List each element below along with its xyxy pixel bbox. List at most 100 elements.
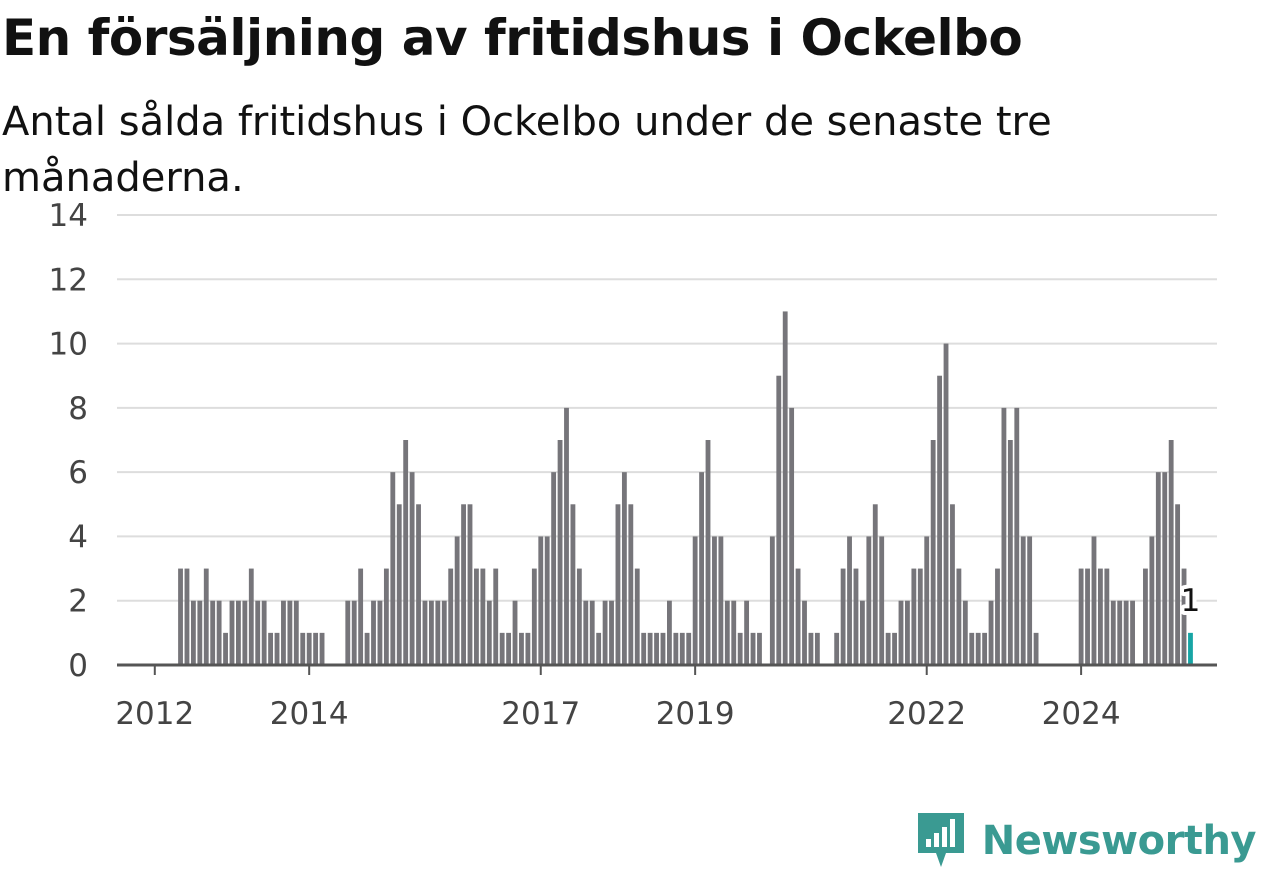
- bar: [242, 600, 248, 665]
- bar: [506, 632, 512, 665]
- y-tick-label: 2: [68, 584, 88, 620]
- bar: [525, 632, 531, 665]
- latest-value-label: 1: [1181, 583, 1201, 619]
- bar: [474, 568, 479, 665]
- bar: [383, 568, 389, 665]
- bar: [660, 632, 666, 665]
- x-tick-label: 2022: [887, 696, 966, 732]
- bar: [589, 600, 595, 665]
- bar: [757, 632, 762, 665]
- bar: [390, 472, 396, 665]
- bar: [950, 504, 955, 665]
- bar: [461, 504, 466, 665]
- bar: [731, 600, 737, 665]
- bar: [570, 504, 576, 665]
- bar: [995, 568, 1000, 665]
- bar: [795, 568, 801, 665]
- bar: [686, 632, 692, 665]
- bar: [673, 632, 679, 665]
- brand-logo: Newsworthy: [916, 809, 1257, 873]
- bar: [744, 600, 750, 665]
- bar: [531, 568, 537, 665]
- bar: [596, 632, 602, 665]
- bar: [306, 632, 312, 665]
- bar: [654, 632, 659, 665]
- bar: [866, 536, 872, 665]
- bar: [943, 343, 949, 665]
- bar: [988, 600, 994, 665]
- bar: [782, 311, 788, 665]
- bar: [1007, 440, 1013, 665]
- bar: [229, 600, 235, 665]
- bar: [737, 632, 743, 665]
- bar: [982, 632, 988, 665]
- bar: [293, 600, 299, 665]
- gridlines: [117, 214, 1217, 602]
- bar: [454, 536, 460, 665]
- bar: [1181, 568, 1187, 665]
- bar: [1123, 600, 1129, 665]
- y-tick-label: 0: [68, 648, 88, 684]
- bar: [319, 632, 325, 665]
- bar: [435, 600, 441, 665]
- bar: [1149, 536, 1155, 665]
- bar: [1162, 472, 1168, 665]
- bar: [364, 632, 370, 665]
- bar-chart-speech-bubble-icon: [916, 809, 966, 873]
- chart-title: En försäljning av fritidshus i Ockelbo: [2, 9, 1023, 67]
- bar: [281, 600, 286, 665]
- y-tick-label: 4: [68, 519, 88, 555]
- bar-latest: [1188, 632, 1193, 665]
- bar: [699, 472, 704, 665]
- bar: [1155, 472, 1161, 665]
- bar: [197, 600, 203, 665]
- bar: [371, 600, 376, 665]
- bar: [905, 600, 910, 665]
- bar: [802, 600, 807, 665]
- bar: [557, 440, 563, 665]
- bar: [969, 632, 975, 665]
- bar: [422, 600, 428, 665]
- bar: [564, 407, 569, 665]
- bar: [480, 568, 486, 665]
- bar: [930, 440, 936, 665]
- bar: [667, 600, 672, 665]
- bar: [641, 632, 647, 665]
- bar: [937, 375, 943, 665]
- bar: [1143, 568, 1148, 665]
- annotations: 1: [1177, 579, 1205, 623]
- x-tick-label: 2017: [501, 696, 580, 732]
- bar: [409, 472, 415, 665]
- bar: [493, 568, 499, 665]
- bar: [261, 600, 267, 665]
- bar: [872, 504, 878, 665]
- bar: [1001, 407, 1007, 665]
- bar: [634, 568, 640, 665]
- bar: [1085, 568, 1090, 665]
- bar: [1097, 568, 1103, 665]
- bar: [1117, 600, 1123, 665]
- bar: [1091, 536, 1097, 665]
- x-tick-label: 2024: [1042, 696, 1121, 732]
- bar: [859, 600, 865, 665]
- bar: [808, 632, 814, 665]
- bar: [467, 504, 473, 665]
- y-tick-label: 8: [68, 391, 88, 427]
- bar: [1078, 568, 1084, 665]
- chart-subtitle: Antal sålda fritidshus i Ockelbo under d…: [2, 99, 1052, 201]
- x-tick-label: 2014: [270, 696, 349, 732]
- bar: [975, 632, 981, 665]
- bar: [885, 632, 891, 665]
- bar: [345, 600, 351, 665]
- bar: [223, 632, 228, 665]
- bar-chart: 0 2 4 6 8 10 12 14 2012 2014 2017 2019 2022 2024 1: [49, 198, 1217, 732]
- bar: [441, 600, 447, 665]
- bar: [544, 536, 550, 665]
- x-axis-ticks: 2012 2014 2017 2019 2022 2024: [115, 665, 1121, 732]
- brand-name: Newsworthy: [981, 818, 1257, 864]
- bar: [647, 632, 653, 665]
- bar: [1175, 504, 1181, 665]
- bar: [403, 440, 409, 665]
- bar: [268, 632, 274, 665]
- bar: [178, 568, 183, 665]
